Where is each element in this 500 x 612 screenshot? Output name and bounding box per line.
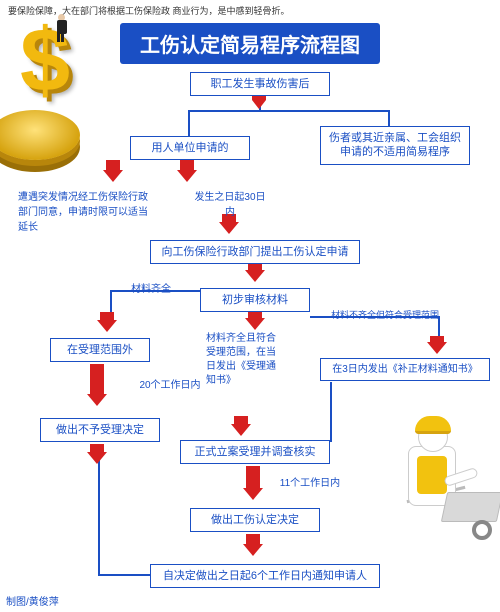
construction-worker-graphic <box>376 412 496 552</box>
image-credit: 制图/黄俊萍 <box>6 593 59 608</box>
node-supplement-notice: 在3日内发出《补正材料通知书》 <box>320 358 490 381</box>
node-notify: 自决定做出之日起6个工作日内通知申请人 <box>150 564 380 588</box>
node-reject: 做出不予受理决定 <box>40 418 160 442</box>
context-text: 要保险保障，大在部门将根据工伤保险政 商业行为，是中感到轻骨折。 <box>0 0 500 21</box>
node-review: 初步审核材料 <box>200 288 310 312</box>
node-30days: 发生之日起30日内 <box>190 188 270 218</box>
label-20days: 20个工作日内 <box>120 376 220 391</box>
label-complete: 材料齐全 <box>116 280 186 295</box>
node-accept-notice: 材料齐全且符合受理范围，在当日发出《受理通知书》 <box>206 332 278 388</box>
flowchart-title: 工伤认定简易程序流程图 <box>120 23 380 64</box>
node-submit-application: 向工伤保险行政部门提出工伤认定申请 <box>150 240 360 264</box>
node-start: 职工发生事故伤害后 <box>190 72 330 96</box>
node-decision: 做出工伤认定决定 <box>190 508 320 532</box>
label-11days: 11个工作日内 <box>260 474 360 489</box>
node-investigate: 正式立案受理并调查核实 <box>180 440 330 464</box>
node-extend-deadline: 遭遇突发情况经工伤保险行政部门同意，申请时限可以适当延长 <box>18 188 148 233</box>
node-employer-apply: 用人单位申请的 <box>130 136 250 160</box>
node-out-of-scope: 在受理范围外 <box>50 338 150 362</box>
dollar-sign-graphic <box>0 20 120 160</box>
label-incomplete: 材料不齐全但符合受理范围 <box>310 308 460 321</box>
node-relative-apply: 伤者或其近亲属、工会组织申请的不适用简易程序 <box>320 126 470 165</box>
